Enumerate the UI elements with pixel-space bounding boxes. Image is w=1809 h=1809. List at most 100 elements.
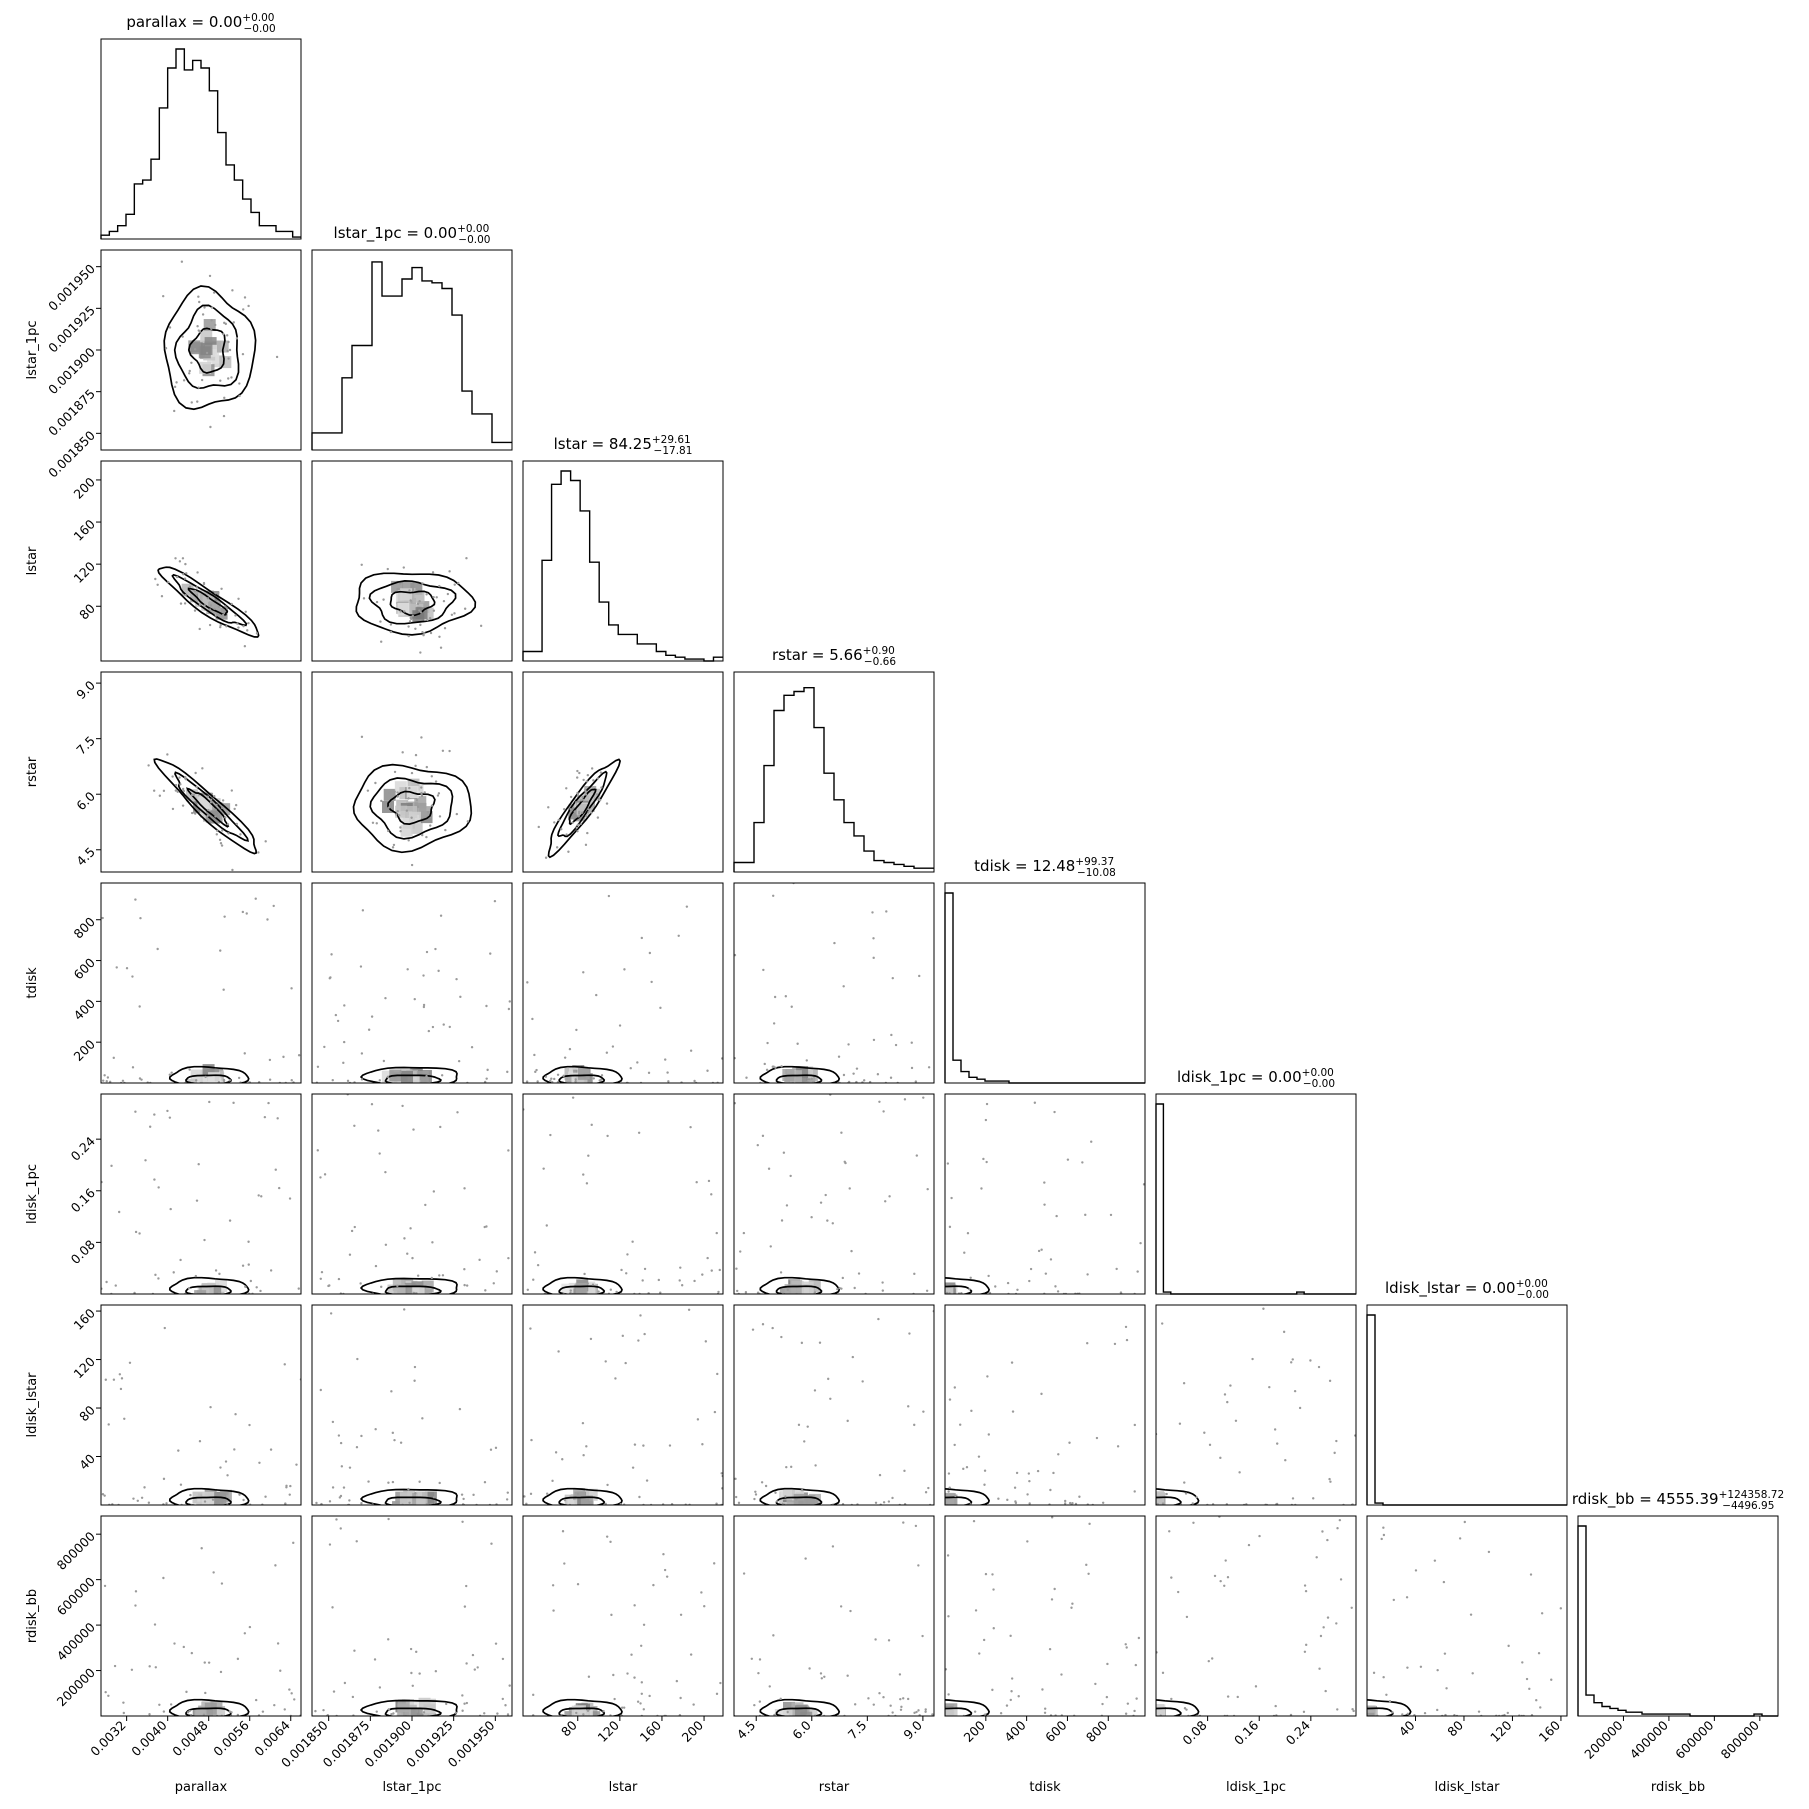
sample-point <box>984 1713 987 1716</box>
sample-point <box>483 1080 487 1083</box>
x-tick-label: 600000 <box>1672 1717 1716 1761</box>
sample-point <box>605 1535 609 1538</box>
sample-point <box>441 1274 445 1277</box>
sample-point <box>173 385 177 389</box>
sample-point <box>847 1080 851 1083</box>
sample-point <box>419 611 423 614</box>
sample-point <box>1161 1671 1165 1675</box>
sample-point <box>399 1441 403 1444</box>
sample-point <box>439 646 443 649</box>
density-cell <box>410 821 423 834</box>
sample-point <box>980 1187 983 1190</box>
sample-point <box>219 842 223 845</box>
sample-point <box>983 1469 987 1472</box>
sample-point <box>1057 1453 1060 1456</box>
sample-point <box>843 1160 846 1164</box>
sample-point <box>112 1056 115 1060</box>
sample-point <box>230 376 233 379</box>
density-cell <box>190 342 203 355</box>
sample-point <box>393 770 397 774</box>
sample-point <box>205 351 209 355</box>
sample-point <box>374 1428 377 1431</box>
sample-point <box>985 1160 988 1164</box>
sample-point <box>947 1693 950 1696</box>
density-cell <box>784 1284 797 1294</box>
sample-point <box>387 1708 391 1711</box>
sample-point <box>1401 1713 1404 1716</box>
sample-point <box>1170 1697 1173 1701</box>
contour-inner <box>384 1496 442 1505</box>
sample-point <box>889 1076 893 1079</box>
sample-point <box>219 949 222 952</box>
sample-point <box>230 789 234 792</box>
sample-point <box>241 1264 245 1267</box>
sample-point <box>701 1443 704 1446</box>
sample-point <box>1529 1573 1533 1576</box>
y-tick-label: 0.16 <box>68 1185 98 1215</box>
sample-point <box>101 916 104 920</box>
sample-point <box>970 1409 973 1413</box>
sample-point <box>219 379 222 382</box>
x-tick-label: 0.16 <box>1231 1717 1261 1747</box>
sample-point <box>1135 1697 1138 1700</box>
sample-point <box>284 1502 287 1505</box>
sample-point <box>1085 1563 1088 1567</box>
sample-point <box>1086 1341 1089 1345</box>
sample-point <box>1247 1543 1251 1547</box>
sample-point <box>275 355 279 359</box>
sample-point <box>581 798 585 801</box>
sample-point <box>946 1162 950 1165</box>
sample-point <box>745 1076 748 1079</box>
sample-point <box>269 1269 273 1272</box>
axes-frame <box>311 1093 513 1295</box>
sample-point <box>439 914 443 917</box>
contour-outer <box>168 1487 250 1505</box>
sample-point <box>1284 1459 1287 1462</box>
sample-point <box>533 1053 536 1057</box>
sample-point <box>868 1080 872 1083</box>
sample-point <box>219 1466 222 1469</box>
sample-point <box>1319 1634 1323 1638</box>
sample-point <box>1063 1499 1067 1503</box>
sample-point <box>861 1380 864 1383</box>
x-axis-label-parallax: parallax <box>175 1780 228 1795</box>
sample-point <box>532 1693 535 1697</box>
sample-point <box>410 863 414 867</box>
sample-point <box>361 909 365 912</box>
sample-point <box>606 1483 609 1487</box>
sample-point <box>181 335 184 338</box>
sample-point <box>1503 1713 1506 1716</box>
y-axis-label-lstar: lstar <box>25 546 40 575</box>
sample-point <box>190 401 193 404</box>
density-cell <box>945 1494 958 1505</box>
x-tick-label: 80 <box>1444 1717 1466 1739</box>
sample-point <box>1010 1361 1014 1364</box>
sample-point <box>108 1080 112 1083</box>
sample-point <box>226 349 229 353</box>
sample-point <box>576 823 580 827</box>
sample-point <box>578 771 581 775</box>
sample-point <box>631 1240 634 1243</box>
sample-point <box>221 806 224 809</box>
sample-point <box>760 1481 764 1484</box>
sample-point <box>648 951 652 955</box>
contour-mid <box>174 771 249 842</box>
sample-point <box>848 1187 851 1190</box>
sample-point <box>391 846 395 849</box>
sample-point <box>413 1379 416 1382</box>
sample-point <box>227 832 230 835</box>
y-tick-label: 9.0 <box>73 677 98 702</box>
sample-point <box>1037 1249 1041 1253</box>
axes-frame <box>1155 1093 1357 1295</box>
panel-rstar-vs-ldisk_lstar <box>733 1304 935 1506</box>
sample-point <box>415 1650 418 1654</box>
density-cell <box>780 1487 793 1500</box>
sample-point <box>228 1079 231 1082</box>
sample-point <box>872 1703 875 1706</box>
contour-outer <box>945 1699 991 1716</box>
panel-rstar-vs-ldisk_1pc <box>733 1093 935 1295</box>
sample-point <box>246 629 249 632</box>
sample-point <box>839 1605 843 1608</box>
sample-point <box>208 1100 211 1104</box>
sample-point <box>375 1710 378 1713</box>
